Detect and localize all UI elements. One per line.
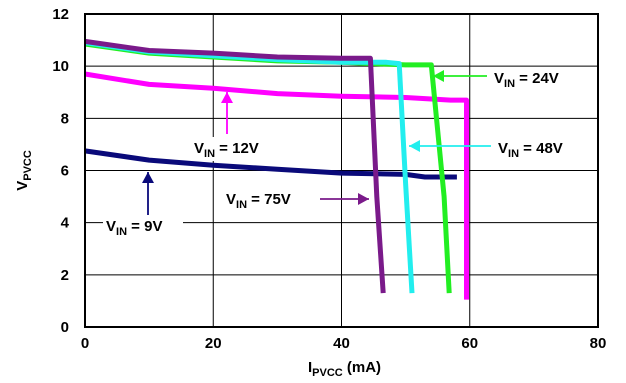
y-tick-label: 0 bbox=[61, 319, 69, 336]
y-axis-label-sub: PVCC bbox=[22, 150, 34, 181]
series-label-sub: IN bbox=[204, 148, 215, 160]
series-label: VIN = 12V bbox=[194, 140, 259, 160]
annotation-arrow-head bbox=[433, 70, 444, 82]
y-tick-label: 10 bbox=[52, 58, 69, 75]
x-tick-label: 0 bbox=[81, 335, 89, 352]
series-label-sub: IN bbox=[508, 148, 519, 160]
y-tick-label: 2 bbox=[61, 267, 69, 284]
series-label-tail: = 48V bbox=[519, 140, 563, 157]
annotation-label-bg bbox=[491, 67, 571, 91]
series-label-main: V bbox=[226, 191, 236, 208]
series-label-tail: = 9V bbox=[127, 218, 162, 235]
x-axis-label: IPVCC (mA) bbox=[308, 359, 381, 379]
x-tick-label: 40 bbox=[333, 335, 350, 352]
series-line bbox=[84, 71, 469, 300]
y-axis-label-main: V bbox=[14, 181, 31, 191]
annotation-arrow-head bbox=[221, 92, 233, 103]
series-line bbox=[84, 148, 457, 180]
annotation-arrow-head bbox=[142, 172, 154, 183]
series-label-sub: IN bbox=[504, 78, 515, 90]
series-label-sub: IN bbox=[236, 199, 247, 211]
series-label: VIN = 24V bbox=[494, 70, 559, 90]
x-axis-label-main: I bbox=[308, 359, 312, 376]
series-label: VIN = 9V bbox=[106, 218, 162, 238]
annotation-label-bg bbox=[191, 137, 271, 161]
x-tick-label: 80 bbox=[590, 335, 607, 352]
series-label-tail: = 24V bbox=[515, 70, 559, 87]
annotation-arrow-head bbox=[358, 193, 369, 205]
series-label-tail: = 12V bbox=[215, 140, 259, 157]
y-tick-label: 6 bbox=[61, 163, 69, 180]
annotation-label-bg bbox=[495, 137, 575, 161]
series-label-main: V bbox=[106, 218, 116, 235]
x-axis-label-sub: PVCC bbox=[312, 367, 343, 379]
series-label-tail: = 75V bbox=[247, 191, 291, 208]
y-axis-label: VPVCC bbox=[14, 150, 34, 191]
annotation-arrow-head bbox=[409, 140, 420, 152]
annotation-label-bg bbox=[223, 188, 303, 212]
series-label-main: V bbox=[498, 140, 508, 157]
series-label: VIN = 75V bbox=[226, 191, 291, 211]
y-tick-label: 8 bbox=[61, 110, 69, 127]
series-label: VIN = 48V bbox=[498, 140, 563, 160]
annotation-label-bg bbox=[103, 215, 183, 239]
x-tick-label: 60 bbox=[461, 335, 478, 352]
series-lines bbox=[84, 38, 469, 300]
x-tick-label: 20 bbox=[205, 335, 222, 352]
series-line bbox=[84, 38, 386, 294]
series-label-main: V bbox=[194, 140, 204, 157]
series-label-main: V bbox=[494, 70, 504, 87]
y-tick-label: 4 bbox=[61, 215, 70, 232]
x-axis-label-unit: (mA) bbox=[343, 359, 381, 376]
y-tick-label: 12 bbox=[52, 6, 69, 23]
tick-labels: 0 20 40 60 80 0 2 4 6 8 10 12 bbox=[52, 6, 606, 352]
series-label-sub: IN bbox=[116, 226, 127, 238]
plot-frame bbox=[84, 13, 599, 328]
